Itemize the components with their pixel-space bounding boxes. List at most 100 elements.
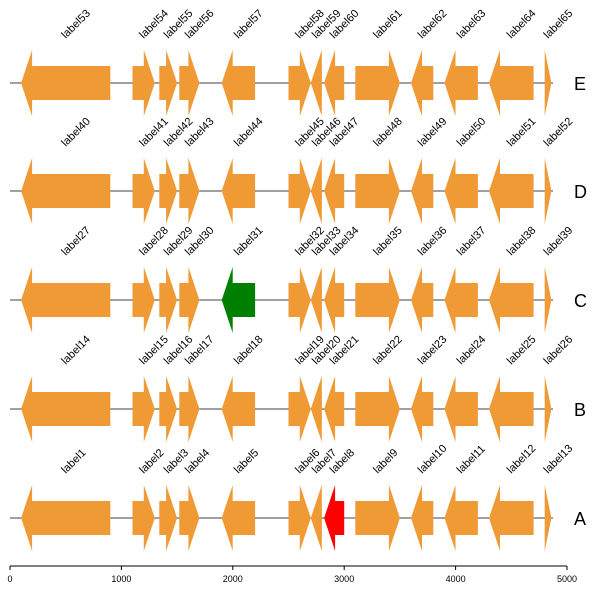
x-tick-label: 4000 [446,574,466,584]
track-name-label: D [574,182,587,202]
gene-label: label31 [232,225,266,259]
gene-arrow-label10 [411,485,433,551]
gene-label: label36 [416,225,450,259]
gene-arrow-label21 [324,376,344,442]
gene-arrow-label23 [411,376,433,442]
gene-label: label44 [232,116,266,150]
gene-arrow-label64 [489,50,534,116]
gene-arrow-label65 [545,50,552,116]
gene-arrow-label18 [222,376,255,442]
gene-label: label9 [371,447,400,476]
gene-label: label37 [455,225,489,259]
gene-arrow-label1 [21,485,110,551]
gene-label: label4 [183,447,212,476]
gene-label: label12 [505,443,539,477]
gene-arrow-label14 [21,376,110,442]
gene-label: label23 [416,334,450,368]
x-axis: 0 1000 2000 3000 4000 5000 [7,566,577,584]
gene-label: label14 [59,334,93,368]
gene-arrow-label43 [179,158,199,224]
gene-label: label10 [416,443,450,477]
x-tick-label: 5000 [557,574,577,584]
gene-arrow-label3 [159,485,177,551]
gene-arrow-label54 [133,50,155,116]
gene-arrow-label26 [545,376,552,442]
gene-arrow-label7 [311,485,322,551]
gene-label: label65 [542,8,576,42]
gene-label: label2 [137,447,166,476]
gene-arrow-label5 [222,485,255,551]
track-name-label: C [574,291,587,311]
gene-arrow-label47 [324,158,344,224]
gene-label: label49 [416,116,450,150]
gene-arrow-label51 [489,158,534,224]
gene-arrow-label19 [289,376,311,442]
gene-arrow-label32 [289,267,311,333]
gene-label: label24 [455,334,489,368]
gene-arrow-label17 [179,376,199,442]
gene-label: label11 [455,443,488,476]
gene-arrow-label58 [289,50,311,116]
gene-arrow-label16 [159,376,177,442]
gene-label: label1 [59,447,88,476]
gene-label: label61 [371,8,405,42]
gene-arrow-label45 [289,158,311,224]
gene-arrow-label39 [545,267,552,333]
track-name-label: B [574,400,586,420]
gene-arrow-label25 [489,376,534,442]
gene-arrow-label40 [21,158,110,224]
gene-arrow-label9 [355,485,400,551]
gene-arrow-label37 [445,267,478,333]
gene-arrow-label27 [21,267,110,333]
gene-arrow-label20 [311,376,322,442]
gene-arrow-label52 [545,158,552,224]
x-tick-label: 2000 [223,574,243,584]
gene-label: label27 [59,225,93,259]
gene-label: label25 [505,334,539,368]
gene-arrow-label6 [289,485,311,551]
gene-label: label13 [542,443,576,477]
track-name-label: A [574,509,586,529]
gene-label: label26 [542,334,576,368]
gene-arrow-label36 [411,267,433,333]
gene-arrow-label33 [311,267,322,333]
gene-arrow-label59 [311,50,322,116]
gene-arrow-label13 [545,485,552,551]
gene-arrow-label22 [355,376,400,442]
gene-label: label57 [232,8,266,42]
gene-arrow-label44 [222,158,255,224]
gene-arrow-label29 [159,267,177,333]
gene-label: label40 [59,116,93,150]
gene-arrow-label49 [411,158,433,224]
gene-arrow-label11 [445,485,478,551]
gene-arrow-label61 [355,50,400,116]
gene-arrow-label24 [445,376,478,442]
gene-label: label53 [59,8,93,42]
gene-label: label62 [416,8,450,42]
gene-arrow-label8 [324,485,344,551]
gene-arrow-label55 [159,50,177,116]
gene-arrow-label34 [324,267,344,333]
gene-label: label18 [232,334,266,368]
gene-arrow-label53 [21,50,110,116]
gene-arrow-label63 [445,50,478,116]
track-name-label: E [574,74,586,94]
gene-arrow-label30 [179,267,199,333]
gene-label: label22 [371,334,405,368]
gene-arrow-label50 [445,158,478,224]
gene-arrow-label4 [179,485,199,551]
gene-arrow-label62 [411,50,433,116]
gene-arrow-label48 [355,158,400,224]
gene-label: label5 [232,447,261,476]
gene-label: label39 [542,225,576,259]
gene-arrow-label42 [159,158,177,224]
gene-arrow-label2 [133,485,155,551]
gene-arrow-label15 [133,376,155,442]
gene-arrow-label28 [133,267,155,333]
